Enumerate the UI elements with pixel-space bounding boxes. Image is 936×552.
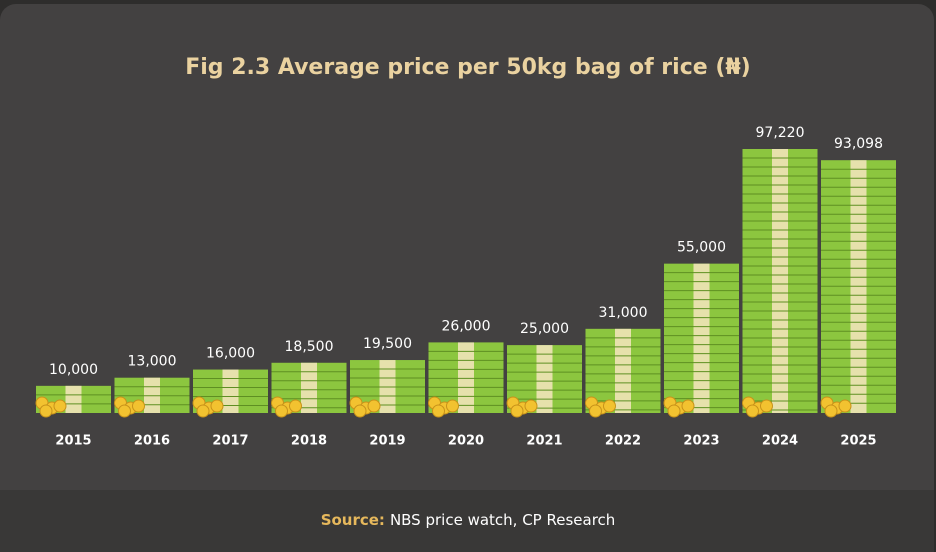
coin [603,399,616,413]
card [0,4,934,552]
x-tick-label: 2018 [291,434,327,449]
bill-band [301,362,317,413]
bill-band [536,345,553,413]
coin [746,404,759,418]
bill-band [772,149,788,413]
value-label: 55,000 [677,240,726,256]
source-text: NBS price watch, CP Research [390,511,615,529]
coin [132,399,145,413]
bill-band [222,369,239,413]
x-tick-label: 2021 [526,434,562,449]
coin [589,404,602,418]
value-label: 26,000 [442,318,491,334]
coin [760,399,773,413]
value-label: 93,098 [834,136,883,152]
coin [53,399,67,413]
coin [824,404,838,418]
bill-band [693,263,710,413]
coin [681,399,695,413]
coin [353,404,367,418]
value-label: 10,000 [49,362,98,378]
bill-band [65,385,82,413]
coin [367,399,381,413]
source-label: Source: [321,511,385,529]
bill-band [458,342,474,413]
coin [210,399,224,413]
x-tick-label: 2025 [840,434,876,449]
coin [196,404,210,418]
value-label: 31,000 [599,305,648,321]
coin [524,399,538,413]
x-tick-label: 2023 [683,434,719,449]
value-label: 25,000 [520,321,569,337]
x-tick-label: 2017 [212,434,248,449]
coin [446,399,459,413]
coin [432,404,445,418]
chart-title: Fig 2.3 Average price per 50kg bag of ri… [185,55,751,80]
coin [275,404,288,418]
bill-band [379,360,396,413]
coin [510,404,524,418]
value-label: 16,000 [206,346,255,362]
coin [838,399,852,413]
coin [289,399,302,413]
x-tick-label: 2020 [448,434,484,449]
coin [39,404,53,418]
x-tick-label: 2015 [55,434,91,449]
value-label: 18,500 [285,339,334,355]
source-band [0,490,934,552]
x-tick-label: 2022 [605,434,641,449]
value-label: 97,220 [756,125,805,141]
source: Source: NBS price watch, CP Research [321,511,616,529]
value-label: 19,500 [363,336,412,352]
x-tick-label: 2016 [134,434,170,449]
x-tick-label: 2019 [369,434,405,449]
coin [667,404,681,418]
coin [118,404,131,418]
value-label: 13,000 [128,354,177,370]
x-tick-label: 2024 [762,434,798,449]
